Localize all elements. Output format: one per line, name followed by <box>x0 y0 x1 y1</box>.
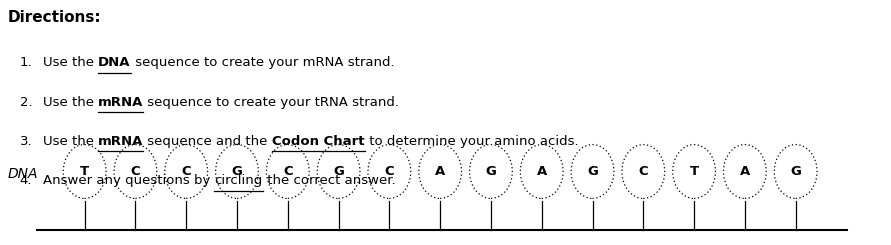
Text: G: G <box>333 165 344 178</box>
Text: 2.: 2. <box>20 96 32 109</box>
Text: 4.: 4. <box>20 174 32 187</box>
Text: G: G <box>587 165 598 178</box>
Text: Use the: Use the <box>43 56 98 69</box>
Text: C: C <box>283 165 292 178</box>
Text: Directions:: Directions: <box>7 10 101 25</box>
Text: A: A <box>435 165 446 178</box>
Text: mRNA: mRNA <box>98 96 143 109</box>
Text: G: G <box>486 165 496 178</box>
Ellipse shape <box>622 145 665 198</box>
Text: G: G <box>790 165 801 178</box>
Text: A: A <box>740 165 750 178</box>
Text: 1.: 1. <box>20 56 32 69</box>
Ellipse shape <box>774 145 817 198</box>
Ellipse shape <box>368 145 411 198</box>
Ellipse shape <box>520 145 563 198</box>
Text: Answer any questions by: Answer any questions by <box>43 174 215 187</box>
Text: C: C <box>385 165 394 178</box>
Ellipse shape <box>266 145 309 198</box>
Text: to determine your amino acids.: to determine your amino acids. <box>364 135 578 148</box>
Text: sequence to create your mRNA strand.: sequence to create your mRNA strand. <box>130 56 394 69</box>
Ellipse shape <box>673 145 715 198</box>
Text: C: C <box>639 165 648 178</box>
Text: A: A <box>536 165 547 178</box>
Text: the correct answer.: the correct answer. <box>263 174 396 187</box>
Text: sequence and the: sequence and the <box>143 135 272 148</box>
Ellipse shape <box>114 145 157 198</box>
Text: C: C <box>182 165 191 178</box>
Text: sequence to create your tRNA strand.: sequence to create your tRNA strand. <box>143 96 399 109</box>
Ellipse shape <box>165 145 208 198</box>
Text: DNA: DNA <box>98 56 130 69</box>
Ellipse shape <box>216 145 258 198</box>
Ellipse shape <box>571 145 614 198</box>
Text: Use the: Use the <box>43 135 98 148</box>
Text: circling: circling <box>215 174 263 187</box>
Text: Use the: Use the <box>43 96 98 109</box>
Text: T: T <box>80 165 89 178</box>
Ellipse shape <box>317 145 360 198</box>
Text: 3.: 3. <box>20 135 32 148</box>
Ellipse shape <box>470 145 512 198</box>
Ellipse shape <box>723 145 766 198</box>
Text: C: C <box>131 165 140 178</box>
Text: mRNA: mRNA <box>98 135 143 148</box>
Text: T: T <box>690 165 699 178</box>
Text: Codon Chart: Codon Chart <box>272 135 364 148</box>
Text: DNA: DNA <box>7 167 37 181</box>
Ellipse shape <box>63 145 106 198</box>
Ellipse shape <box>419 145 462 198</box>
Text: G: G <box>232 165 242 178</box>
